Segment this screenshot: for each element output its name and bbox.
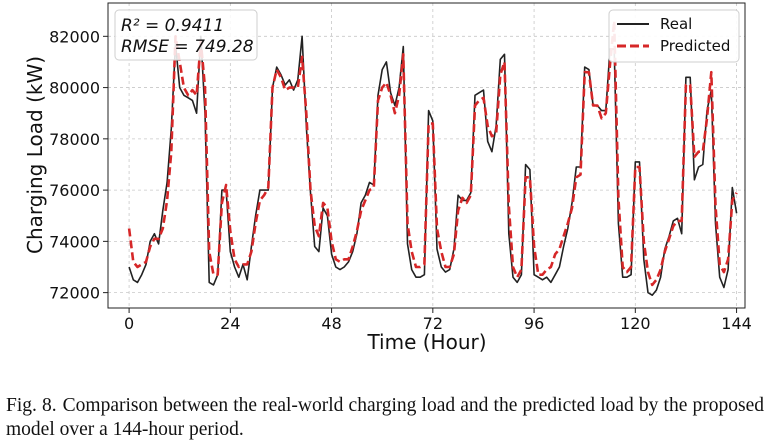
x-tick-label: 0	[124, 314, 134, 333]
caption-text: Comparison between the real-world chargi…	[6, 395, 764, 440]
x-tick-label: 24	[220, 314, 240, 333]
rmse-label: RMSE = 749.28	[121, 37, 254, 57]
x-tick-label: 144	[721, 314, 752, 333]
axis-ticks: 0 24 48 72 96 120 144 72000 74000 76000 78000 80000…	[49, 27, 752, 333]
plot-frame	[107, 2, 746, 309]
stats-box: R² = 0.9411 RMSE = 749.28	[114, 9, 258, 61]
x-tick-label: 120	[620, 314, 651, 333]
x-tick-label: 48	[321, 314, 341, 333]
x-tick-label: 72	[423, 314, 443, 333]
legend: Real Predicted	[608, 9, 740, 63]
series-line-predicted	[127, 19, 738, 287]
figure-caption: Fig. 8. Comparison between the real-world…	[6, 394, 764, 442]
y-tick-label: 76000	[49, 181, 100, 200]
x-axis-title: Time (Hour)	[366, 330, 486, 354]
x-tick-label: 96	[524, 314, 544, 333]
legend-label-predicted: Predicted	[660, 37, 730, 55]
r2-label: R² = 0.9411	[121, 16, 224, 36]
series-lines	[127, 19, 738, 297]
y-tick-label: 72000	[49, 284, 100, 303]
y-tick-label: 74000	[49, 232, 100, 251]
y-tick-label: 82000	[49, 27, 100, 46]
legend-label-real: Real	[660, 15, 692, 33]
series-line-real	[128, 35, 738, 297]
y-axis-title: Charging Load (kW)	[23, 56, 47, 254]
stats-box-frame	[114, 9, 258, 61]
line-chart: 0 24 48 72 96 120 144 72000 74000 76000 78000 80000…	[23, 2, 752, 354]
y-tick-label: 78000	[49, 130, 100, 149]
caption-label: Fig. 8.	[6, 395, 57, 416]
y-tick-label: 80000	[49, 79, 100, 98]
